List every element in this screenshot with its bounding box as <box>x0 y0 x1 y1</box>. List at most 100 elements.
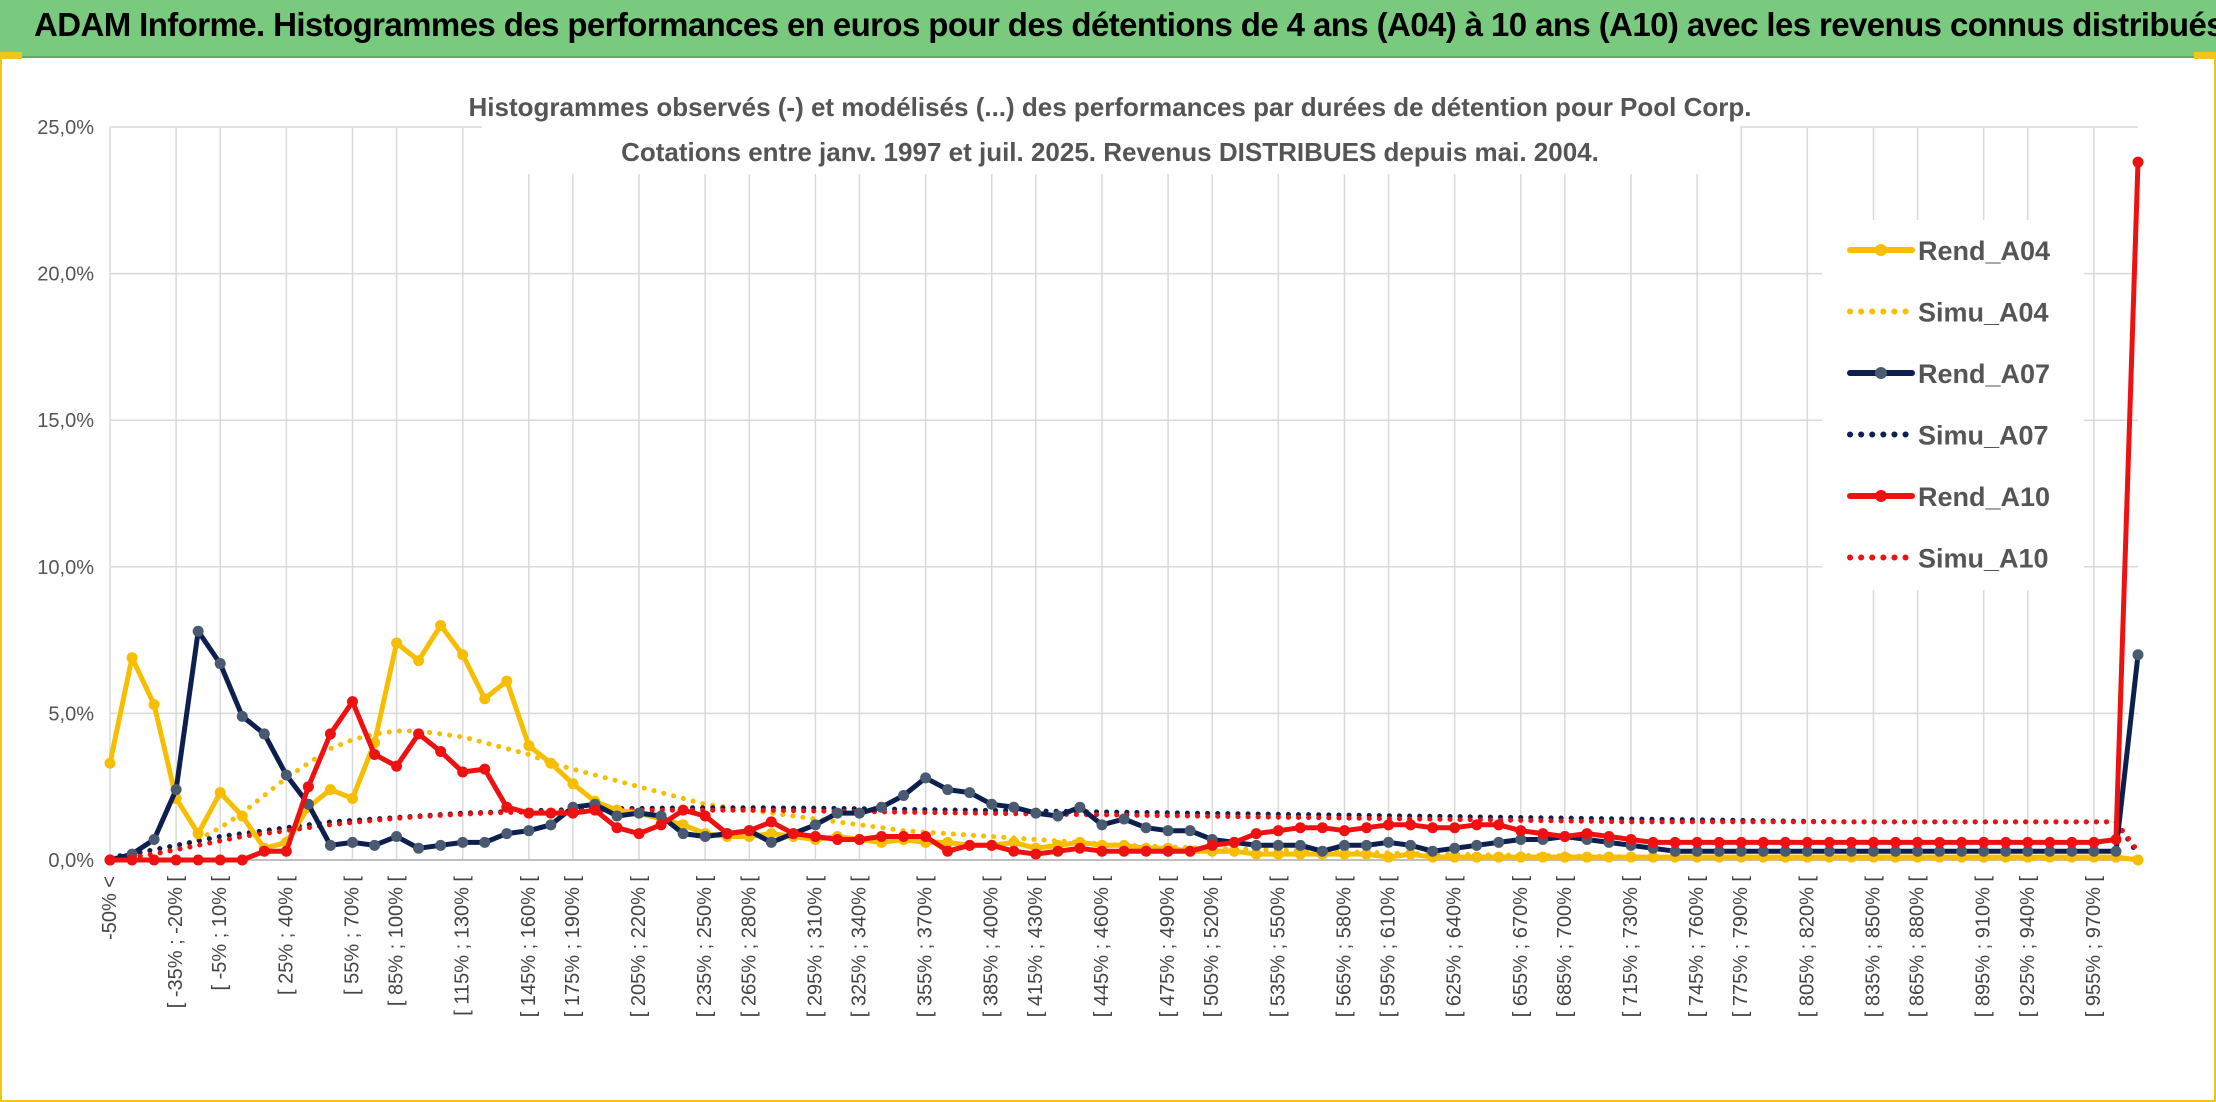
data-point-rend-a10 <box>1691 836 1703 848</box>
data-point-rend-a07 <box>1934 845 1946 857</box>
data-point-rend-a10 <box>809 831 821 843</box>
data-point-rend-a04 <box>435 619 447 631</box>
x-tick-label: [ 925% ; 940% [ <box>2017 876 2039 1018</box>
data-point-rend-a07 <box>258 728 270 740</box>
data-point-rend-a10 <box>765 816 777 828</box>
x-tick-label: [ -5% ; 10% [ <box>209 876 231 991</box>
data-point-rend-a10 <box>1184 845 1196 857</box>
data-point-rend-a07 <box>170 784 182 796</box>
data-point-rend-a10 <box>1867 836 1879 848</box>
data-point-rend-a07 <box>236 710 248 722</box>
data-point-rend-a07 <box>1316 845 1328 857</box>
data-point-rend-a10 <box>1118 845 1130 857</box>
data-point-rend-a10 <box>1471 819 1483 831</box>
data-point-rend-a10 <box>1052 845 1064 857</box>
data-point-rend-a07 <box>655 810 667 822</box>
x-tick-label: [ 715% ; 730% [ <box>1620 876 1642 1018</box>
data-point-rend-a07 <box>1096 819 1108 831</box>
data-point-rend-a10 <box>126 854 138 866</box>
data-point-rend-a07 <box>1383 836 1395 848</box>
data-point-rend-a07 <box>765 836 777 848</box>
data-point-rend-a04 <box>501 675 513 687</box>
data-point-rend-a10 <box>1515 825 1527 837</box>
data-point-rend-a10 <box>633 828 645 840</box>
y-tick-label: 5,0% <box>48 703 94 725</box>
data-point-rend-a07 <box>1890 845 1902 857</box>
data-point-rend-a10 <box>1845 836 1857 848</box>
series-lines <box>104 156 2144 866</box>
data-point-rend-a04 <box>1272 848 1284 860</box>
x-tick-label: [ 535% ; 550% [ <box>1267 876 1289 1018</box>
data-point-rend-a07 <box>853 807 865 819</box>
legend-label: Simu_A07 <box>1918 421 2049 451</box>
data-point-rend-a07 <box>1735 845 1747 857</box>
data-point-rend-a04 <box>479 693 491 705</box>
data-point-rend-a07 <box>1074 801 1086 813</box>
data-point-rend-a04 <box>1250 848 1262 860</box>
data-point-rend-a10 <box>280 845 292 857</box>
data-point-rend-a07 <box>1405 839 1417 851</box>
data-point-rend-a10 <box>324 728 336 740</box>
data-point-rend-a07 <box>479 836 491 848</box>
data-point-rend-a07 <box>1030 807 1042 819</box>
x-tick-label: [ 145% ; 160% [ <box>518 876 540 1018</box>
data-point-rend-a07 <box>1956 845 1968 857</box>
legend-marker <box>1875 490 1887 502</box>
data-point-rend-a07 <box>1691 845 1703 857</box>
data-point-rend-a07 <box>1294 839 1306 851</box>
legend-marker <box>1875 367 1887 379</box>
x-tick-label: [ 955% ; 970% [ <box>2083 876 2105 1018</box>
data-point-rend-a10 <box>567 807 579 819</box>
data-point-rend-a10 <box>1162 845 1174 857</box>
data-point-rend-a04 <box>677 819 689 831</box>
x-tick-label: [ 235% ; 250% [ <box>694 876 716 1018</box>
data-point-rend-a10 <box>655 819 667 831</box>
data-point-rend-a07 <box>1845 845 1857 857</box>
data-point-rend-a04 <box>2132 854 2144 866</box>
data-point-rend-a07 <box>1669 845 1681 857</box>
x-tick-label: [ 805% ; 820% [ <box>1796 876 1818 1018</box>
data-point-rend-a04 <box>1537 851 1549 863</box>
data-point-rend-a04 <box>523 740 535 752</box>
data-point-rend-a04 <box>1383 851 1395 863</box>
x-tick-label: [ 175% ; 190% [ <box>562 876 584 1018</box>
data-point-rend-a07 <box>942 784 954 796</box>
legend: Rend_A04 Simu_A04 Rend_A07 Simu_A07 Rend_A10… <box>1822 220 2084 590</box>
x-tick-label: [ 295% ; 310% [ <box>804 876 826 1018</box>
data-point-rend-a07 <box>545 819 557 831</box>
data-point-rend-a07 <box>964 787 976 799</box>
x-tick-label: [ 835% ; 850% [ <box>1862 876 1884 1018</box>
data-point-rend-a10 <box>1316 822 1328 834</box>
data-point-rend-a10 <box>1934 836 1946 848</box>
data-point-rend-a07 <box>1338 839 1350 851</box>
data-point-rend-a10 <box>1250 828 1262 840</box>
legend-label: Rend_A04 <box>1918 236 2050 266</box>
data-point-rend-a07 <box>1515 833 1527 845</box>
x-tick-label: [ 685% ; 700% [ <box>1554 876 1576 1018</box>
data-point-rend-a10 <box>1074 842 1086 854</box>
data-point-rend-a07 <box>677 828 689 840</box>
data-point-rend-a07 <box>2044 845 2056 857</box>
data-point-rend-a10 <box>545 807 557 819</box>
data-point-rend-a10 <box>1338 825 1350 837</box>
data-point-rend-a10 <box>391 760 403 772</box>
data-point-rend-a10 <box>1779 836 1791 848</box>
y-tick-label: 25,0% <box>37 117 94 139</box>
data-point-rend-a04 <box>1603 851 1615 863</box>
data-point-rend-a07 <box>391 831 403 843</box>
x-tick-label: [ 625% ; 640% [ <box>1444 876 1466 1018</box>
x-tick-label: [ 115% ; 130% [ <box>452 876 474 1016</box>
data-point-rend-a10 <box>170 854 182 866</box>
data-point-rend-a07 <box>1801 845 1813 857</box>
data-point-rend-a04 <box>126 652 138 664</box>
data-point-rend-a07 <box>1779 845 1791 857</box>
data-point-rend-a10 <box>148 854 160 866</box>
data-point-rend-a10 <box>2022 836 2034 848</box>
data-point-rend-a10 <box>236 854 248 866</box>
data-point-rend-a10 <box>192 854 204 866</box>
legend-marker <box>1875 244 1887 256</box>
data-point-rend-a10 <box>435 746 447 758</box>
data-point-rend-a10 <box>677 804 689 816</box>
data-point-rend-a07 <box>699 831 711 843</box>
x-tick-label: [ 445% ; 460% [ <box>1091 876 1113 1018</box>
